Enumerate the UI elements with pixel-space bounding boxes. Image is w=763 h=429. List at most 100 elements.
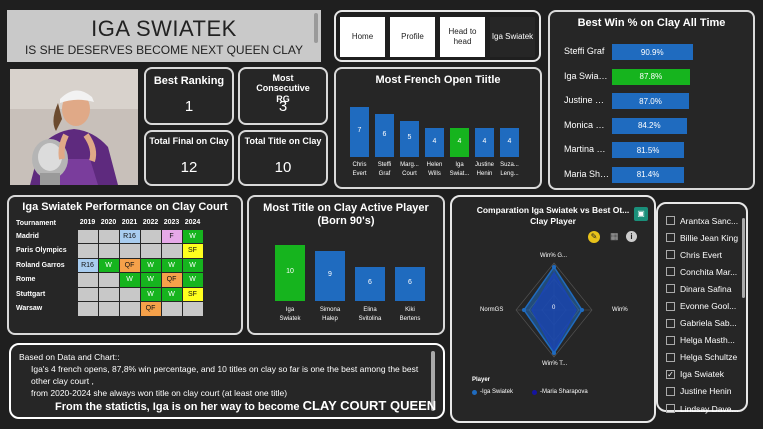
table-row[interactable]: Roland Garros R16 W QF W W W xyxy=(15,257,204,273)
slicer-item-label: Chris Evert xyxy=(680,249,723,260)
checkbox-icon[interactable] xyxy=(666,267,675,277)
win-row-bar: 90.9% xyxy=(612,44,693,60)
win-row[interactable]: Iga Swiatek 87.8% xyxy=(550,67,753,87)
bar-value-label: 4 xyxy=(432,137,437,145)
bar-category-label: Chris Evert xyxy=(346,161,373,179)
active-player-bar[interactable]: 6 xyxy=(355,267,385,301)
slicer-item[interactable]: Gabriela Sab... xyxy=(666,315,748,332)
table-row[interactable]: Paris Olympics SF xyxy=(15,243,204,259)
result-cell: R16 xyxy=(118,228,141,244)
radar-axis-bottom: Win% T... xyxy=(542,361,568,367)
nav-iga-swiatek-button[interactable]: Iga Swiatek xyxy=(490,17,535,57)
legend-item-maria-sharapova[interactable]: - Maria Sharapova xyxy=(532,389,588,395)
legend-item-iga-swiatek[interactable]: - Iga Swiatek xyxy=(472,389,513,395)
result-cell: SF xyxy=(181,286,204,302)
nav-home-button[interactable]: Home xyxy=(340,17,385,57)
kpi-most-consecutive-rg: Most Consecutive RG 3 xyxy=(238,67,328,125)
category-line: Iga xyxy=(455,162,464,168)
note-scrollbar[interactable] xyxy=(431,351,435,411)
active-player-bar[interactable]: 6 xyxy=(395,267,425,301)
result-cell: QF xyxy=(139,301,162,317)
slicer-item[interactable]: Billie Jean King xyxy=(666,229,748,246)
category-line: Chris xyxy=(352,162,367,168)
result-cell xyxy=(97,243,120,259)
win-row[interactable]: Martina Navratilova81.5% xyxy=(550,140,753,160)
kpi-best-ranking: Best Ranking 1 xyxy=(144,67,234,125)
table-icon[interactable]: ▦ xyxy=(610,231,619,241)
slicer-item[interactable]: Justine Henin xyxy=(666,383,748,400)
french-open-bar[interactable]: 7 xyxy=(350,107,369,157)
win-row-name: Monica Seles xyxy=(564,119,610,130)
checkbox-icon[interactable] xyxy=(666,216,675,226)
active-player-bar[interactable]: 9 xyxy=(315,250,345,301)
checkbox-icon[interactable] xyxy=(666,301,675,311)
bar-category-label: Simona Halep xyxy=(310,306,350,324)
info-icon[interactable]: i xyxy=(626,231,637,242)
slicer-item[interactable]: Helga Schultze xyxy=(666,349,748,366)
slicer-item[interactable]: Chris Evert xyxy=(666,246,748,263)
pencil-icon[interactable]: ✎ xyxy=(588,231,600,243)
result-cell xyxy=(160,243,183,259)
category-line: Wills xyxy=(428,171,441,177)
active-player-bar[interactable]: 10 xyxy=(275,245,305,301)
player-list: Arantxa Sanc... Billie Jean King Chris Eve… xyxy=(666,212,748,417)
chart-title: Most Title on Clay Active Player xyxy=(263,202,429,214)
category-line: Evert xyxy=(352,171,367,177)
win-row-name: Iga Swiatek xyxy=(564,70,610,81)
result-cell: W xyxy=(97,257,120,273)
slicer-item[interactable]: Conchita Mar... xyxy=(666,263,748,280)
nav-profile-button[interactable]: Profile xyxy=(390,17,435,57)
category-line: Svitolina xyxy=(358,316,382,322)
category-line: Henin xyxy=(476,171,493,177)
nav-head-to-head-button[interactable]: Head to head xyxy=(440,17,485,57)
french-open-bar[interactable]: 4 xyxy=(450,128,469,157)
result-cell xyxy=(118,243,141,259)
win-row[interactable]: Monica Seles84.2% xyxy=(550,116,753,136)
slicer-item[interactable]: Dinara Safina xyxy=(666,280,748,297)
visual-options-icon[interactable]: ▣ xyxy=(634,207,648,221)
win-row[interactable]: Justine Henin87.0% xyxy=(550,91,753,111)
slicer-item-label: Dinara Safina xyxy=(680,283,732,294)
slicer-item[interactable]: Arantxa Sanc... xyxy=(666,212,748,229)
result-cell xyxy=(181,301,204,317)
checkbox-icon[interactable] xyxy=(666,250,675,260)
slicer-item-label: Billie Jean King xyxy=(680,232,739,243)
table-row[interactable]: Stuttgart W W SF xyxy=(15,286,204,302)
slicer-item[interactable]: Evonne Gool... xyxy=(666,297,748,314)
win-row[interactable]: Maria Sharapova81.4% xyxy=(550,165,753,185)
checkbox-icon[interactable] xyxy=(666,386,675,396)
player-slicer: Arantxa Sanc... Billie Jean King Chris Eve… xyxy=(656,202,748,414)
result-cell xyxy=(160,301,183,317)
table-row[interactable]: Madrid R16 F W xyxy=(15,228,204,244)
win-percentage-chart: Best Win % on Clay All Time Steffi Graf 9… xyxy=(548,10,755,190)
slicer-item-label: Helga Schultze xyxy=(680,352,738,363)
header-scrollbar[interactable] xyxy=(314,13,318,43)
checkbox-icon[interactable] xyxy=(666,352,675,362)
win-row[interactable]: Steffi Graf 90.9% xyxy=(550,42,753,62)
checkbox-icon[interactable] xyxy=(666,335,675,345)
result-cell: W xyxy=(181,257,204,273)
checkbox-checked-icon[interactable]: ✓ xyxy=(666,369,675,379)
checkbox-icon[interactable] xyxy=(666,318,675,328)
table-header-cell: 2022 xyxy=(142,219,159,227)
category-line: Simona xyxy=(319,307,341,313)
french-open-bar[interactable]: 4 xyxy=(475,128,494,157)
checkbox-icon[interactable] xyxy=(666,284,675,294)
checkbox-icon[interactable] xyxy=(666,404,675,414)
slicer-item[interactable]: Helga Masth... xyxy=(666,332,748,349)
win-row-bar: 81.5% xyxy=(612,142,685,158)
slicer-item[interactable]: ✓ Iga Swiatek xyxy=(666,366,748,383)
result-cell: W xyxy=(160,286,183,302)
french-open-bar[interactable]: 6 xyxy=(375,114,394,157)
category-line: Leng... xyxy=(500,171,519,177)
table-row[interactable]: Warsaw QF xyxy=(15,301,204,317)
bar-value-label: 5 xyxy=(407,134,412,142)
french-open-bar[interactable]: 4 xyxy=(425,128,444,157)
slicer-scrollbar[interactable] xyxy=(742,218,745,298)
french-open-bar[interactable]: 5 xyxy=(400,121,419,157)
table-row[interactable]: Rome W W QF W xyxy=(15,272,204,288)
checkbox-icon[interactable] xyxy=(666,233,675,243)
win-row-bar: 87.0% xyxy=(612,93,690,109)
french-open-bar[interactable]: 4 xyxy=(500,128,519,157)
slicer-item[interactable]: Lindsay Dave... xyxy=(666,400,748,417)
